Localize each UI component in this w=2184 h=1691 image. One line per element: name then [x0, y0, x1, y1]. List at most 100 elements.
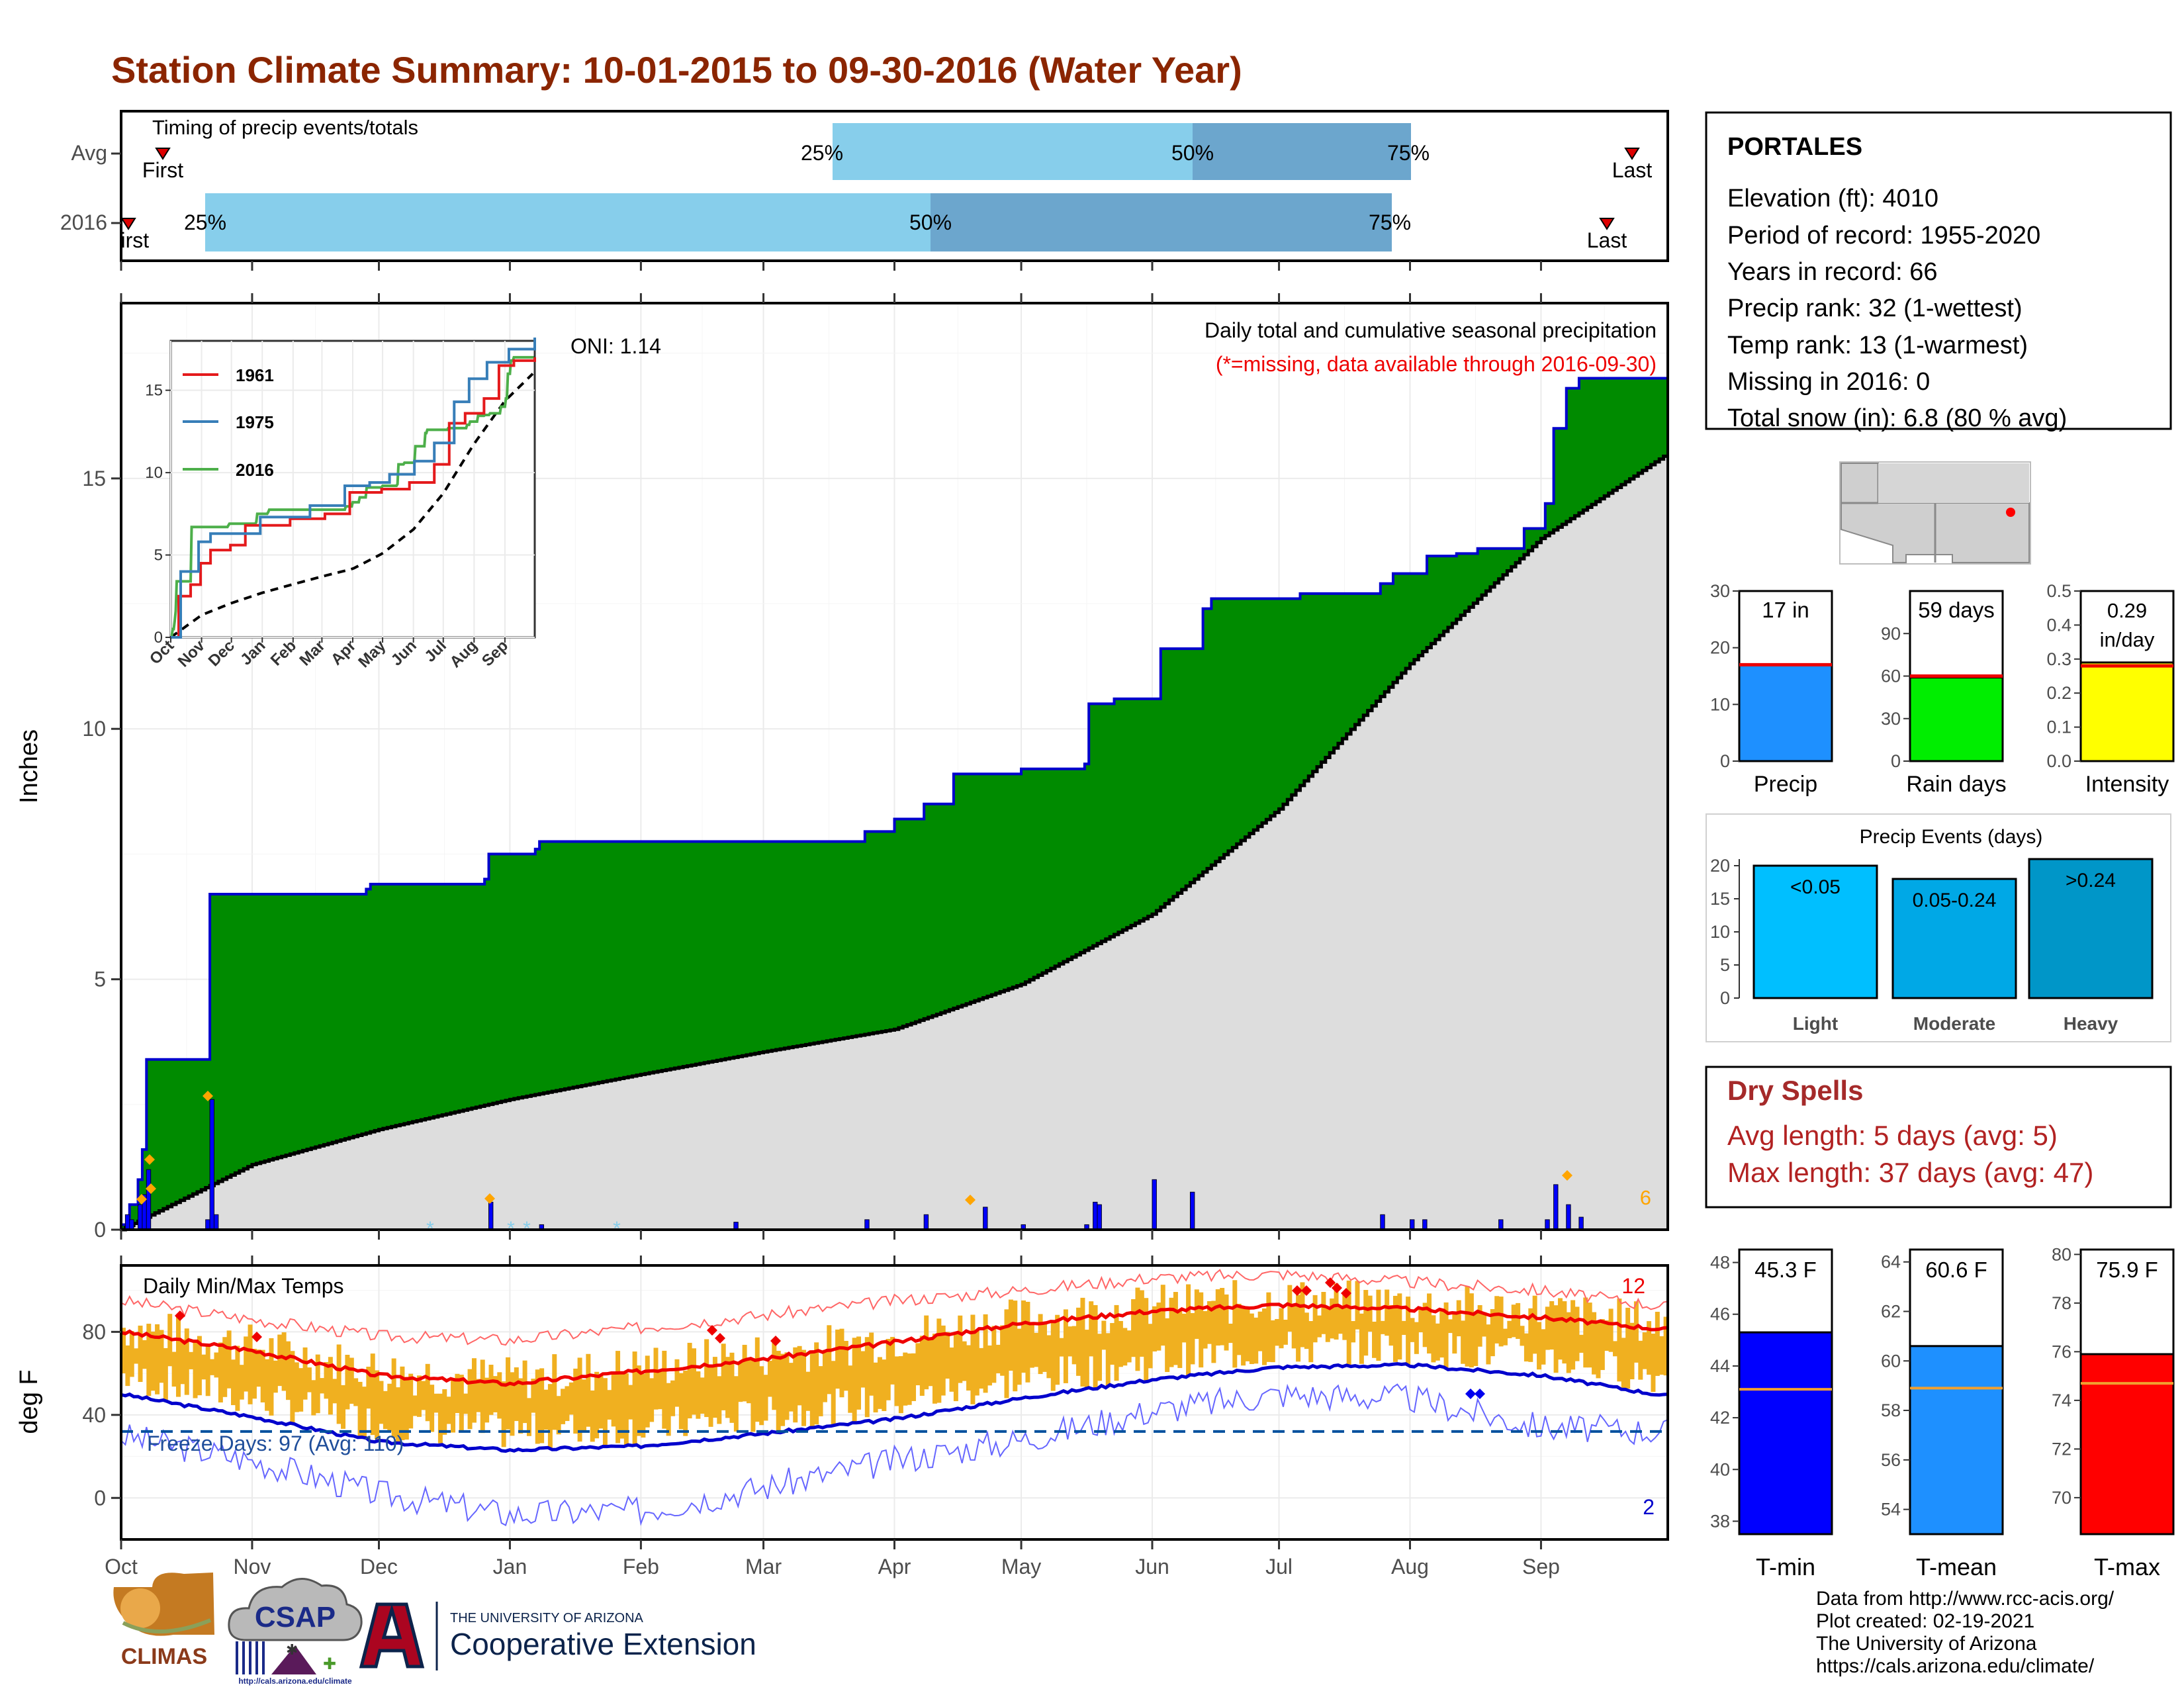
daily-temp-bar [577, 1357, 582, 1442]
temp-summary-tick-label: 78 [2052, 1293, 2071, 1313]
daily-temp-bar [818, 1366, 823, 1416]
daily-temp-bar [341, 1385, 346, 1429]
daily-temp-bar [1410, 1318, 1415, 1342]
inset-y-tick-label: 15 [145, 382, 163, 400]
daily-temp-bar [801, 1349, 807, 1426]
record-high-marker [1341, 1288, 1351, 1299]
daily-temp-bar [404, 1377, 409, 1440]
daily-temp-bar [911, 1353, 917, 1401]
temp-summary-tick-label: 74 [2052, 1391, 2071, 1410]
daily-temp-bar [522, 1360, 527, 1424]
legend-label-1975: 1975 [236, 412, 274, 432]
daily-temp-bar [1604, 1320, 1610, 1351]
daily-temp-bar [561, 1389, 566, 1424]
daily-temp-bar [497, 1372, 502, 1419]
average-cumulative-line [121, 454, 1668, 1232]
daily-temp-bar [962, 1341, 967, 1381]
daily-temp-bar [459, 1375, 464, 1432]
daily-temp-bar [1439, 1310, 1445, 1358]
timing-2016-last-marker [1599, 218, 1615, 230]
temp-y-tick-label: 0 [94, 1486, 106, 1510]
events-y-tick-label: 15 [1710, 889, 1730, 909]
daily-temp-bar [637, 1365, 641, 1436]
station-line: Elevation (ft): 4010 [1727, 185, 1938, 212]
csap-mountain [271, 1645, 316, 1674]
daily-temp-bar [1388, 1304, 1394, 1346]
temp-y-tick-label: 40 [82, 1403, 106, 1427]
daily-temp-bar [383, 1391, 388, 1430]
precip-y-tick-label: 10 [82, 717, 106, 741]
temp-summary-tick-label: 76 [2052, 1342, 2071, 1361]
daily-temp-bar [1557, 1298, 1563, 1360]
daily-temp-bar [1118, 1320, 1123, 1367]
summary-bar-tick-label: 0.5 [2046, 581, 2071, 601]
daily-temp-bar [759, 1366, 764, 1426]
daily-temp-bar [573, 1368, 578, 1434]
daily-temp-bar [235, 1346, 240, 1411]
daily-temp-bar [1126, 1330, 1132, 1363]
daily-temp-bar [421, 1381, 426, 1410]
events-bar-light [1752, 864, 1878, 999]
daily-temp-bar [809, 1350, 815, 1429]
daily-temp-bar [814, 1342, 819, 1425]
csap-snowflake: ✱ [286, 1641, 298, 1658]
daily-precip-bar [1380, 1214, 1385, 1230]
daily-precip-bar [864, 1219, 870, 1230]
daily-temp-bar [1651, 1334, 1656, 1393]
daily-temp-bar [400, 1366, 405, 1441]
dry-spells-frame [1705, 1066, 2172, 1209]
daily-temp-bar [687, 1342, 692, 1419]
summary-bar-fill [1738, 663, 1833, 762]
inset-series-2016 [170, 355, 534, 637]
climas-swoosh [122, 1618, 212, 1633]
temp-summary-t-min: 38 40 42 44 46 48 45.3 F T-min [1710, 1248, 1833, 1580]
daily-temp-bar [1486, 1324, 1491, 1365]
daily-temp-bar [260, 1349, 265, 1402]
record-low-marker [1475, 1389, 1485, 1399]
summary-bar-name: Intensity [2085, 772, 2169, 797]
daily-temp-bar [1312, 1295, 1318, 1343]
daily-temp-bar [843, 1341, 848, 1391]
daily-temp-bar [1055, 1314, 1060, 1385]
daily-temp-bar [848, 1365, 853, 1413]
events-y-tick-label: 0 [1720, 988, 1730, 1008]
temp-summary-name: T-max [2094, 1553, 2160, 1580]
daily-temp-bar [357, 1381, 363, 1437]
timing-avg-bar-50-75 [1193, 123, 1411, 180]
summary-bar-tick-label: 30 [1881, 709, 1901, 729]
daily-precip-bar [209, 1099, 214, 1230]
station-name: PORTALES [1727, 133, 1862, 161]
temp-summary-tick-label: 38 [1710, 1511, 1730, 1531]
climas-logo: CLIMAS [113, 1573, 214, 1669]
events-category-label: Heavy [2064, 1013, 2118, 1034]
dry-spells-box: Dry Spells Avg length: 5 days (avg: 5) M… [1705, 1066, 2172, 1209]
daily-temp-bar [983, 1314, 988, 1393]
daily-temp-bar [674, 1359, 680, 1407]
month-tick-label: Aug [1391, 1555, 1429, 1578]
daily-temp-bar [150, 1331, 156, 1391]
daily-temp-bar [602, 1378, 608, 1447]
month-tick-label: Apr [878, 1555, 911, 1578]
temp-summary-fill [1738, 1331, 1833, 1535]
csap-plant: ✚ [323, 1655, 336, 1673]
daily-temp-bar [1655, 1312, 1660, 1376]
daily-temp-bar [919, 1336, 925, 1396]
big-event-marker [1562, 1170, 1572, 1181]
daily-temp-bar [1308, 1321, 1314, 1363]
daily-temp-bar [1249, 1313, 1254, 1364]
daily-temp-bar [1110, 1323, 1115, 1365]
daily-temp-bar [692, 1348, 696, 1415]
daily-temp-bar [265, 1359, 270, 1411]
record-high-marker [715, 1333, 725, 1344]
record-low-marker [1465, 1389, 1476, 1399]
daily-temp-bar [324, 1362, 329, 1399]
month-tick-label: Sep [1522, 1555, 1560, 1578]
daily-temp-bar [1097, 1334, 1102, 1381]
daily-temp-bar [1587, 1303, 1592, 1368]
page-title: Station Climate Summary: 10-01-2015 to 0… [111, 49, 1242, 91]
record-high-marker [1332, 1283, 1342, 1293]
daily-temp-bar [1625, 1307, 1631, 1389]
csap-logo: CSAP ✱ ✚ http://cals.arizona.edu/climate [228, 1578, 363, 1686]
daily-temp-bar [1317, 1315, 1322, 1338]
daily-temp-bar [1004, 1309, 1009, 1398]
